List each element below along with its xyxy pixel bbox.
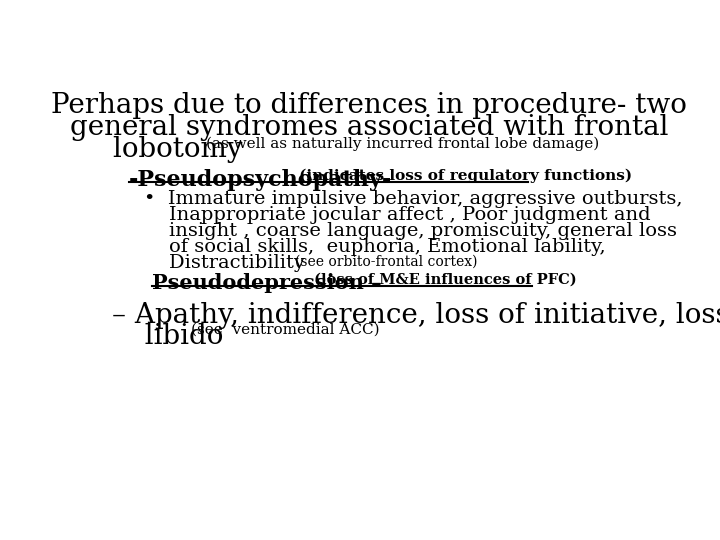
Text: (see  ventromedial ACC): (see ventromedial ACC) [191,323,379,337]
Text: (see orbito-frontal cortex): (see orbito-frontal cortex) [295,254,478,268]
Text: (indicates loss of regulatory functions): (indicates loss of regulatory functions) [294,168,632,183]
Text: of social skills,  euphoria, Emotional lability,: of social skills, euphoria, Emotional la… [144,238,606,256]
Text: (as well as naturally incurred frontal lobe damage): (as well as naturally incurred frontal l… [206,137,600,151]
Text: – Apathy, indifference, loss of initiative, loss of: – Apathy, indifference, loss of initiati… [112,302,720,329]
Text: libido: libido [127,323,233,350]
Text: Perhaps due to differences in procedure- two: Perhaps due to differences in procedure-… [51,92,687,119]
Text: Distractibility: Distractibility [144,254,318,272]
Text: •  Immature impulsive behavior, aggressive outbursts,: • Immature impulsive behavior, aggressiv… [144,190,683,207]
Text: Inappropriate jocular affect , Poor judgment and: Inappropriate jocular affect , Poor judg… [144,206,651,224]
Text: (loss of M&E influences of PFC): (loss of M&E influences of PFC) [309,273,576,287]
Text: Pseudodepression –: Pseudodepression – [152,273,382,293]
Text: -Pseudopsychopathy-: -Pseudopsychopathy- [129,168,392,191]
Text: general syndromes associated with frontal: general syndromes associated with fronta… [70,114,668,141]
Text: insight , coarse language, promiscuity, general loss: insight , coarse language, promiscuity, … [144,222,678,240]
Text: lobotomy: lobotomy [113,137,251,164]
